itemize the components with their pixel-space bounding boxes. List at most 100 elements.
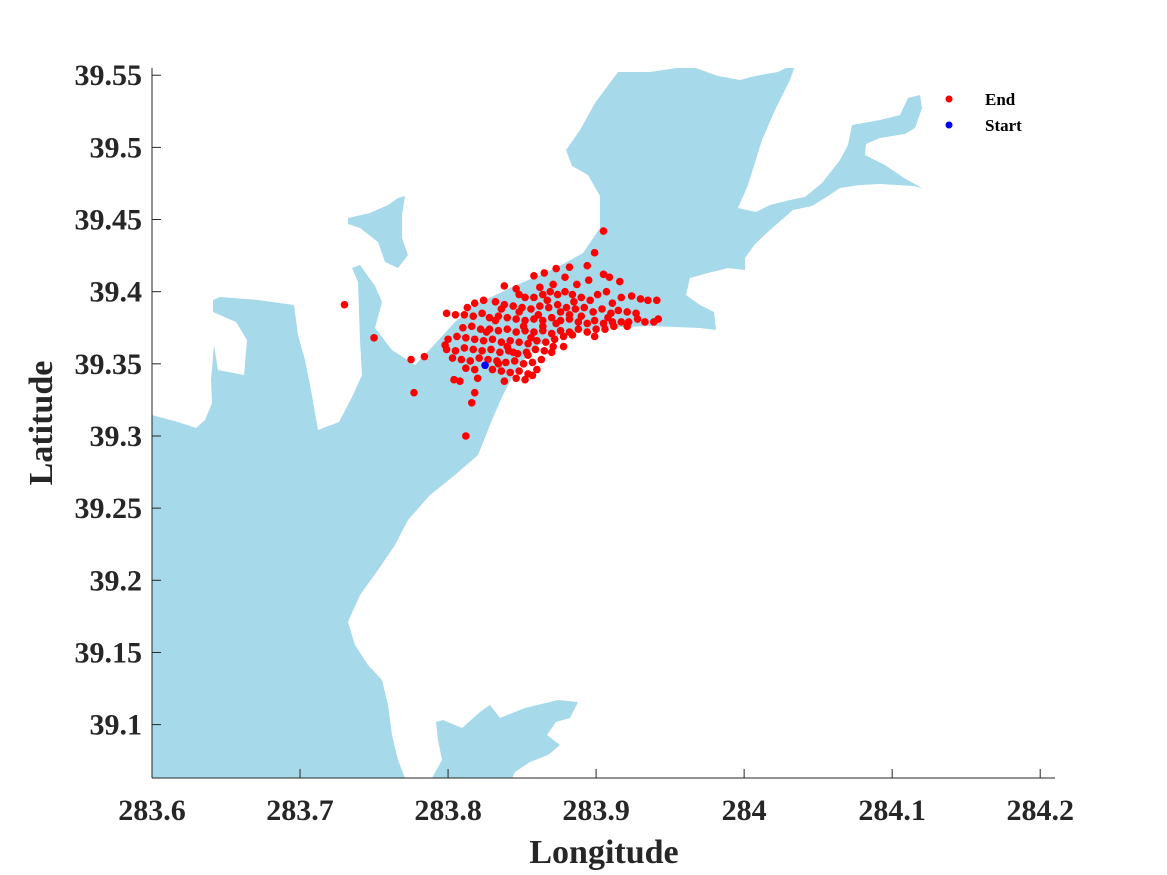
x-ticks: 283.6 283.7 283.8 283.9 284 284.1 284.2 [118, 769, 1074, 827]
end-point [500, 282, 509, 290]
end-point [370, 334, 378, 342]
end-point [460, 310, 469, 319]
end-point [556, 308, 565, 316]
end-point [559, 342, 568, 351]
end-point [550, 335, 559, 344]
end-point [604, 313, 612, 322]
end-point [524, 339, 532, 348]
end-point [539, 322, 547, 331]
end-point [590, 332, 599, 341]
end-point [512, 328, 520, 336]
end-point [636, 295, 645, 303]
end-point [547, 348, 556, 357]
end-point [340, 300, 349, 309]
y-tick-label: 39.2 [90, 564, 143, 597]
end-point [544, 303, 553, 312]
end-point [497, 367, 506, 375]
end-point [527, 305, 535, 313]
end-point [561, 287, 569, 296]
water-bay [152, 68, 922, 778]
end-point [512, 284, 520, 293]
end-point [590, 248, 599, 257]
y-ticks: 39.1 39.15 39.2 39.25 39.3 39.35 39.4 39.45 39.5… [75, 59, 161, 742]
legend-label-end: End [985, 90, 1016, 109]
y-tick-label: 39.5 [90, 131, 143, 164]
end-point [565, 263, 574, 271]
end-point [552, 264, 560, 273]
end-point [552, 319, 560, 328]
end-point [456, 377, 464, 385]
end-point [515, 290, 523, 299]
end-point [574, 318, 583, 326]
end-point [599, 319, 608, 328]
end-point [442, 309, 451, 318]
end-point [482, 328, 491, 336]
end-point [501, 358, 510, 367]
end-point [565, 310, 574, 319]
end-point [450, 375, 458, 384]
end-point [524, 351, 532, 359]
end-point [580, 303, 589, 312]
end-point [473, 374, 482, 383]
end-point [509, 302, 517, 310]
end-point [633, 315, 642, 323]
end-point [530, 328, 538, 336]
end-point [521, 375, 529, 384]
end-point [654, 315, 663, 323]
end-point [553, 300, 562, 309]
end-point [527, 334, 535, 342]
end-point [559, 332, 568, 341]
end-point [478, 309, 486, 318]
end-point [478, 347, 486, 355]
end-point [536, 283, 544, 292]
legend: End Start [945, 90, 1022, 135]
end-point [561, 273, 569, 282]
y-tick-label: 39.1 [90, 709, 143, 742]
end-point [568, 290, 577, 299]
end-point [512, 374, 520, 383]
end-point [583, 319, 592, 328]
end-point [476, 325, 485, 333]
end-point [533, 336, 541, 345]
end-point [601, 325, 609, 333]
end-point [590, 316, 599, 325]
end-point [500, 377, 509, 385]
end-point [546, 287, 555, 296]
end-point [467, 322, 476, 331]
end-point [462, 364, 470, 372]
water-area [152, 68, 922, 778]
end-point [491, 316, 500, 325]
end-point [540, 347, 549, 355]
end-point [488, 335, 497, 344]
end-point [534, 310, 543, 319]
end-point [485, 313, 494, 322]
end-point [494, 326, 503, 335]
end-point [574, 325, 583, 333]
end-point [547, 313, 556, 322]
end-point [652, 296, 661, 305]
end-point [556, 326, 565, 335]
end-point [617, 293, 626, 302]
end-point [448, 354, 457, 362]
end-point [599, 270, 608, 279]
end-point [632, 309, 640, 318]
end-point [519, 322, 528, 331]
end-point [479, 336, 488, 345]
x-tick-label: 284.1 [858, 794, 926, 827]
end-point [457, 355, 466, 364]
end-point [598, 305, 606, 313]
legend-marker-start [945, 121, 953, 129]
end-point [451, 347, 460, 355]
y-tick-label: 39.3 [90, 420, 143, 453]
end-point [470, 299, 479, 308]
end-point [503, 325, 512, 333]
end-point [533, 365, 541, 374]
end-point [562, 303, 571, 312]
end-point [583, 261, 592, 270]
end-point [549, 342, 557, 351]
end-point [491, 297, 500, 306]
end-point [470, 365, 479, 374]
end-point [571, 305, 580, 313]
end-point [469, 312, 478, 321]
end-point [467, 398, 476, 407]
